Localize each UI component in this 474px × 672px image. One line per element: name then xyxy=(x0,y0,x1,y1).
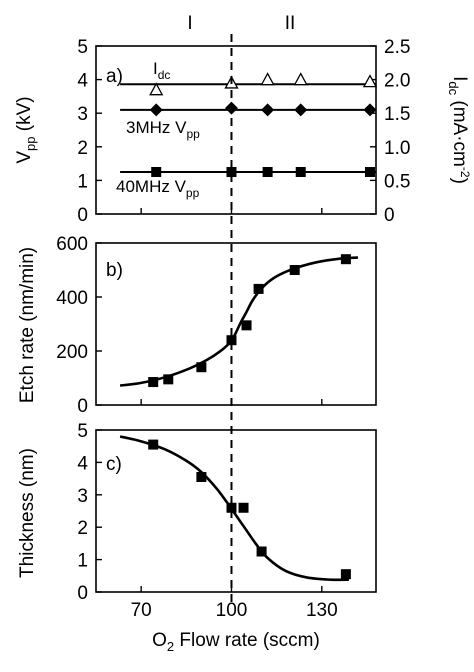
panel-b-marker-6 xyxy=(289,265,300,275)
panel-a-label: a) xyxy=(106,66,123,87)
panel-a-tick-label-5: 5 xyxy=(77,37,88,58)
panel-b-y-axis-label: Etch rate (nm/min) xyxy=(17,247,38,403)
x-tick-label-0: 70 xyxy=(131,600,152,621)
panel-c-label: c) xyxy=(106,454,122,475)
panel-a-guide-lines xyxy=(120,83,376,173)
panel-a-y2-axis-label: Idc (mA·cm-2) xyxy=(446,76,472,184)
panel-c-marker-5 xyxy=(340,569,351,580)
panel-b-marker-3 xyxy=(226,335,237,346)
panel-b: 0 200 400 600 b) xyxy=(56,234,377,417)
panel-a-tick-label-1: 1 xyxy=(77,171,88,192)
panel-b-markers xyxy=(148,254,351,388)
series-label-3mhz-vpp: 3MHz Vpp xyxy=(126,118,200,141)
panel-a-right-tick-label-5: 2.5 xyxy=(384,37,410,58)
panel-a-tick-label-3: 3 xyxy=(77,104,88,125)
panel-a-frame xyxy=(95,45,377,215)
panel-a-right-tick-label-1: 0.5 xyxy=(384,171,410,192)
x-axis-ticks: 70 100 130 xyxy=(131,208,338,621)
marker-idc-3 xyxy=(293,72,308,86)
marker-3mhz-vpp-4 xyxy=(363,103,377,117)
marker-3mhz-vpp-3 xyxy=(294,103,308,117)
panel-b-tick-label-0: 0 xyxy=(77,396,88,417)
panel-b-marker-2 xyxy=(196,362,207,373)
panel-b-marker-0 xyxy=(148,377,159,388)
panel-c-fit-curve xyxy=(119,435,349,582)
marker-idc-4 xyxy=(362,74,378,88)
marker-3mhz-vpp-0 xyxy=(149,103,163,117)
series-label-idc: Idc xyxy=(153,59,170,82)
panel-b-ticks: 0 200 400 600 xyxy=(56,234,102,417)
panel-c-tick-label-1: 1 xyxy=(77,551,88,572)
panel-a-right-tick-label-4: 2.0 xyxy=(384,71,410,92)
panel-b-marker-4 xyxy=(241,320,252,331)
panel-c-tick-label-5: 5 xyxy=(77,421,88,442)
panel-b-frame xyxy=(95,242,377,406)
panel-b-marker-1 xyxy=(163,374,174,385)
panel-c-marker-4 xyxy=(256,546,267,557)
panel-c-marker-0 xyxy=(148,439,159,450)
panel-c-marker-2 xyxy=(226,502,237,513)
panel-c-markers xyxy=(148,439,351,580)
x-tick-label-2: 130 xyxy=(306,600,338,621)
panel-c-tick-label-0: 0 xyxy=(77,583,88,604)
panel-c-frame xyxy=(95,429,377,593)
panel-b-marker-5 xyxy=(253,283,264,294)
panel-c-y-axis-label: Thickness (nm) xyxy=(17,448,38,578)
panel-c-ticks: 0 1 2 3 4 5 xyxy=(77,421,102,604)
panel-b-tick-label-2: 400 xyxy=(56,288,88,309)
marker-idc-0 xyxy=(149,82,164,96)
x-axis-label: O2 Flow rate (sccm) xyxy=(152,630,320,654)
panel-a-right-tick-label-3: 1.5 xyxy=(384,104,410,125)
region-label-i: I xyxy=(187,13,192,34)
x-tick-label-1: 100 xyxy=(216,600,248,621)
panel-c-tick-label-3: 3 xyxy=(77,486,88,507)
marker-40mhz-vpp-0 xyxy=(151,167,162,177)
panel-c: 0 1 2 3 4 5 c) xyxy=(77,421,377,604)
panel-a-tick-label-0: 0 xyxy=(77,205,88,226)
panel-b-tick-label-1: 200 xyxy=(56,342,88,363)
panel-c-tick-label-2: 2 xyxy=(77,518,88,539)
panel-a-right-tick-label-2: 1.0 xyxy=(384,138,410,159)
panel-a-tick-label-4: 4 xyxy=(77,71,88,92)
panel-b-marker-7 xyxy=(340,254,351,265)
marker-3mhz-vpp-2 xyxy=(261,103,275,117)
marker-40mhz-vpp-2 xyxy=(262,167,273,177)
region-label-ii: II xyxy=(285,13,296,34)
panel-a-right-ticks: 0 0.5 1.0 1.5 2.0 2.5 xyxy=(370,37,410,226)
panel-a-markers xyxy=(149,72,378,177)
panel-a-right-tick-label-0: 0 xyxy=(384,205,395,226)
panel-c-marker-1 xyxy=(196,471,207,482)
marker-idc-2 xyxy=(260,72,275,86)
panel-c-tick-label-4: 4 xyxy=(77,453,88,474)
panel-a-left-ticks: 0 1 2 3 4 5 xyxy=(77,37,102,226)
panel-b-label: b) xyxy=(106,260,123,281)
series-label-40mhz-vpp: 40MHz Vpp xyxy=(116,177,200,200)
marker-40mhz-vpp-4 xyxy=(364,167,375,177)
panel-b-tick-label-3: 600 xyxy=(56,234,88,255)
panel-a-tick-label-2: 2 xyxy=(77,138,88,159)
panel-a-y-axis-label: Vpp (kV) xyxy=(14,96,38,163)
panel-b-fit-curve xyxy=(119,256,359,387)
marker-40mhz-vpp-1 xyxy=(226,167,237,177)
marker-40mhz-vpp-3 xyxy=(295,167,306,177)
panel-c-marker-3 xyxy=(238,502,249,513)
